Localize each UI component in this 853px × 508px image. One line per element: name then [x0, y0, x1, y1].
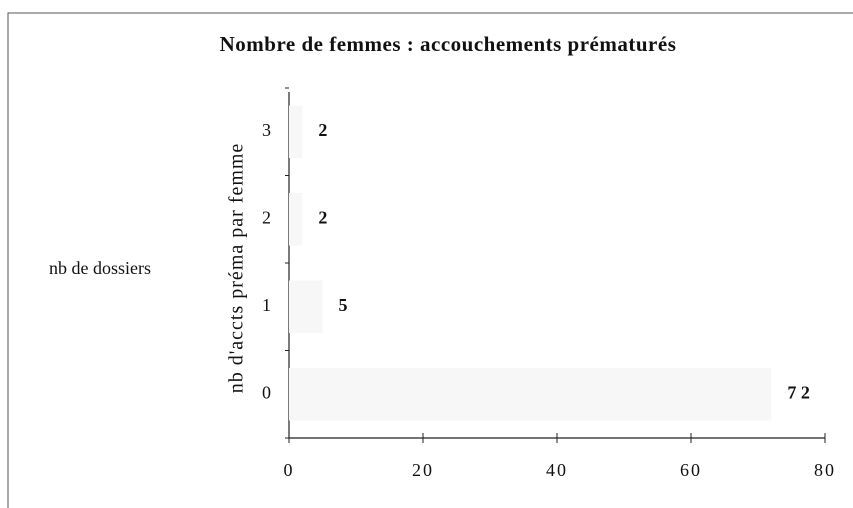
bar [289, 193, 303, 246]
y-tick-label: 0 [262, 382, 271, 402]
data-label: 2 [318, 207, 327, 227]
chart-title: Nombre de femmes : accouchements prématu… [220, 32, 677, 56]
x-tick-label: 0 [284, 460, 295, 480]
x-tick-label: 20 [412, 460, 434, 480]
chart-frame [7, 12, 853, 508]
legend-label: nb de dossiers [49, 258, 151, 278]
x-tick-label: 40 [546, 460, 568, 480]
y-axis-label: nb d'accts préma par femme [226, 143, 248, 394]
y-tick-label: 3 [262, 120, 271, 140]
bar [289, 368, 772, 421]
x-tick-label: 60 [680, 460, 702, 480]
bar [289, 280, 323, 333]
bar [289, 105, 303, 158]
y-tick-label: 2 [262, 207, 271, 227]
data-label: 5 [339, 295, 348, 315]
y-tick-label: 1 [262, 295, 271, 315]
data-label: 7 2 [787, 382, 810, 402]
x-tick-label: 80 [814, 460, 836, 480]
data-label: 2 [318, 120, 327, 140]
